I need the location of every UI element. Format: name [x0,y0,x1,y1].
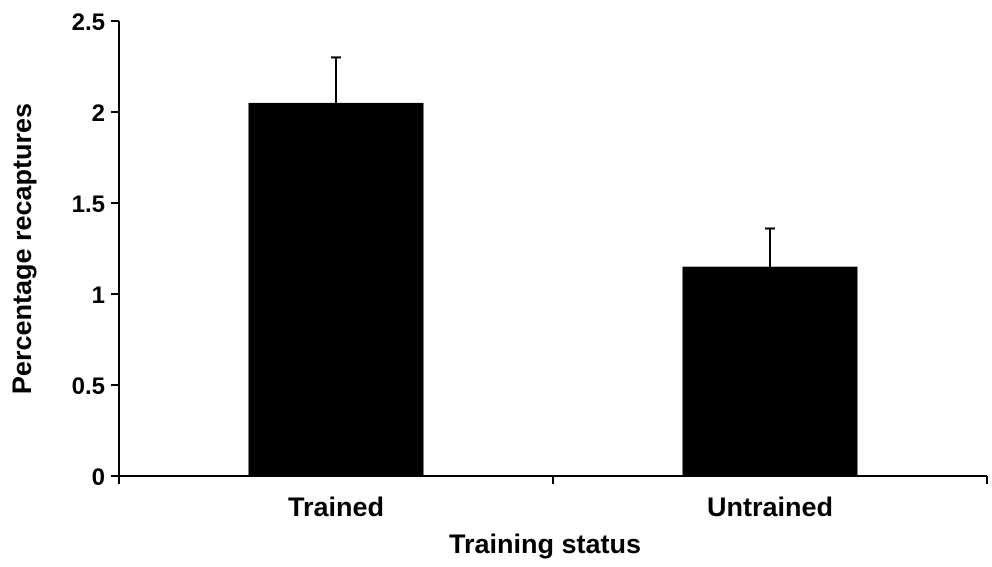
y-tick-label: 2 [92,100,105,127]
y-tick-label: 0.5 [72,373,105,400]
x-axis-title: Training status [449,529,641,559]
x-tick-label: Trained [288,492,384,522]
y-axis-title: Percentage recaptures [7,103,37,394]
bar-trained [248,102,424,477]
y-tick-label: 1 [92,282,105,309]
bar-untrained [682,266,858,476]
error-bars [331,56,775,267]
y-tick-label: 0 [92,464,105,491]
y-tick-label: 1.5 [72,191,105,218]
x-tick-label: Untrained [707,492,833,522]
x-axis-ticks: Trained Untrained [118,476,988,522]
bars [248,102,858,477]
y-tick-label: 2.5 [72,9,105,36]
y-axis-ticks: 0 0.5 1 1.5 2 2.5 [72,9,119,491]
